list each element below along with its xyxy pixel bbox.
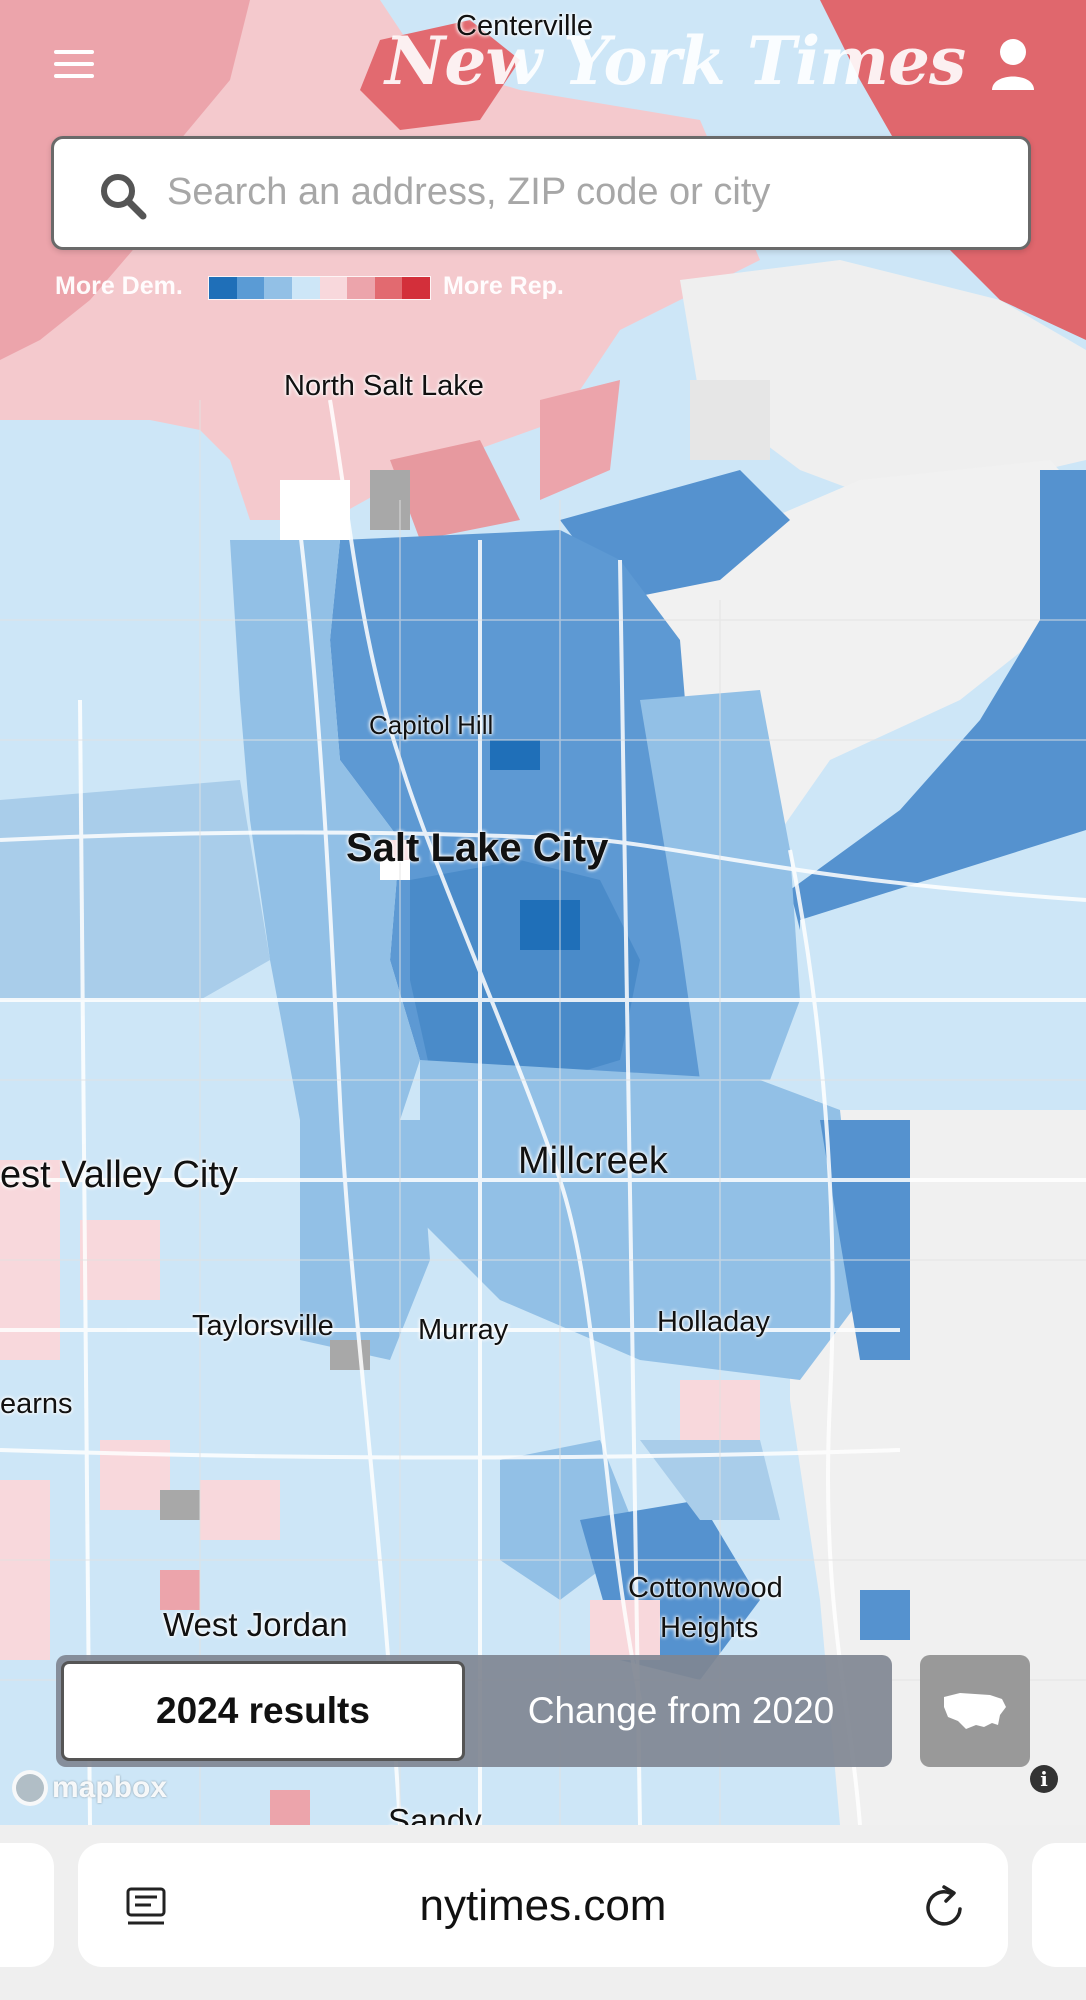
legend-swatch: [236, 277, 265, 299]
legend-swatch: [209, 277, 237, 299]
legend-swatch: [374, 277, 403, 299]
legend-color-scale: [208, 276, 431, 300]
place-label: Holladay: [657, 1306, 770, 1338]
tab-change-from-2020[interactable]: Change from 2020: [527, 1690, 835, 1731]
reload-icon[interactable]: [920, 1883, 968, 1931]
us-map-button[interactable]: [920, 1655, 1030, 1767]
url-text[interactable]: nytimes.com: [419, 1881, 667, 1930]
place-label: Sandy: [388, 1802, 482, 1825]
user-icon[interactable]: [990, 36, 1036, 92]
place-label: earns: [0, 1388, 73, 1420]
legend-swatch: [319, 277, 348, 299]
place-label: Murray: [418, 1314, 509, 1346]
legend-left-label: More Dem.: [55, 272, 183, 300]
results-toggle: 2024 results Change from 2020: [56, 1655, 892, 1767]
search-box[interactable]: Search an address, ZIP code or city: [51, 136, 1031, 250]
next-tab[interactable]: [1032, 1843, 1086, 1967]
tab-2024-results[interactable]: 2024 results: [61, 1661, 465, 1761]
place-label: North Salt Lake: [284, 370, 484, 402]
us-map-icon: [944, 1693, 1006, 1729]
place-label: Centerville: [456, 10, 593, 42]
legend-swatch: [347, 277, 375, 299]
legend-swatch: [291, 277, 320, 299]
place-label: Taylorsville: [192, 1310, 334, 1342]
place-label: Cottonwood: [628, 1572, 783, 1604]
browser-toolbar: nytimes.com: [0, 1825, 1086, 2000]
previous-tab[interactable]: [0, 1843, 54, 1967]
legend-right-label: More Rep.: [443, 272, 564, 300]
place-label: West Jordan: [163, 1606, 348, 1643]
place-label: est Valley City: [0, 1154, 238, 1196]
reader-mode-icon[interactable]: [124, 1885, 168, 1929]
legend-swatch: [264, 277, 292, 299]
search-icon: [101, 174, 147, 220]
mapbox-attribution[interactable]: mapbox: [12, 1768, 167, 1808]
info-icon[interactable]: i: [1030, 1765, 1058, 1793]
mapbox-wordmark: mapbox: [52, 1771, 168, 1804]
legend-swatch: [402, 277, 430, 299]
hamburger-menu-icon[interactable]: [54, 50, 94, 80]
place-label: Millcreek: [518, 1140, 668, 1182]
nyt-masthead[interactable]: New York Times: [385, 22, 966, 100]
place-label: Capitol Hill: [369, 710, 494, 740]
search-input[interactable]: Search an address, ZIP code or city: [167, 171, 771, 213]
place-label: Salt Lake City: [346, 826, 609, 870]
mapbox-logo-icon: [12, 1770, 48, 1806]
address-bar[interactable]: nytimes.com: [78, 1843, 1008, 1967]
map-canvas[interactable]: [0, 0, 1086, 1825]
election-map[interactable]: New York Times Search an address, ZIP co…: [0, 0, 1086, 1825]
place-label: Heights: [660, 1612, 759, 1644]
